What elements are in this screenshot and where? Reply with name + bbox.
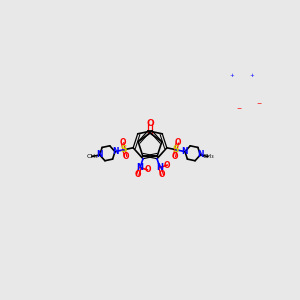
Text: O: O	[146, 119, 154, 128]
Text: −: −	[237, 106, 242, 110]
Text: O: O	[144, 165, 151, 174]
Text: CH₃: CH₃	[202, 154, 214, 159]
Text: −: −	[256, 100, 262, 106]
Text: +: +	[249, 73, 254, 78]
Text: S: S	[121, 145, 127, 154]
Text: S: S	[173, 145, 179, 154]
Text: N: N	[112, 147, 118, 156]
Text: N: N	[96, 150, 103, 159]
Text: N: N	[136, 163, 144, 172]
Text: N: N	[182, 147, 188, 156]
Text: N: N	[197, 150, 204, 159]
Text: CH₃: CH₃	[86, 154, 98, 159]
Text: O: O	[159, 170, 166, 179]
Text: +: +	[229, 73, 234, 78]
Text: O: O	[171, 152, 178, 161]
Text: N: N	[156, 163, 164, 172]
Text: O: O	[122, 152, 129, 161]
Text: O: O	[134, 170, 141, 179]
Text: O: O	[119, 138, 126, 147]
Text: O: O	[164, 160, 171, 169]
Text: O: O	[174, 138, 181, 147]
